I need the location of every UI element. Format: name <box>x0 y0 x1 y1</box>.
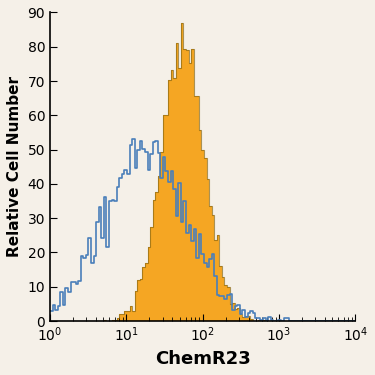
X-axis label: ChemR23: ChemR23 <box>155 350 251 368</box>
Y-axis label: Relative Cell Number: Relative Cell Number <box>7 76 22 257</box>
